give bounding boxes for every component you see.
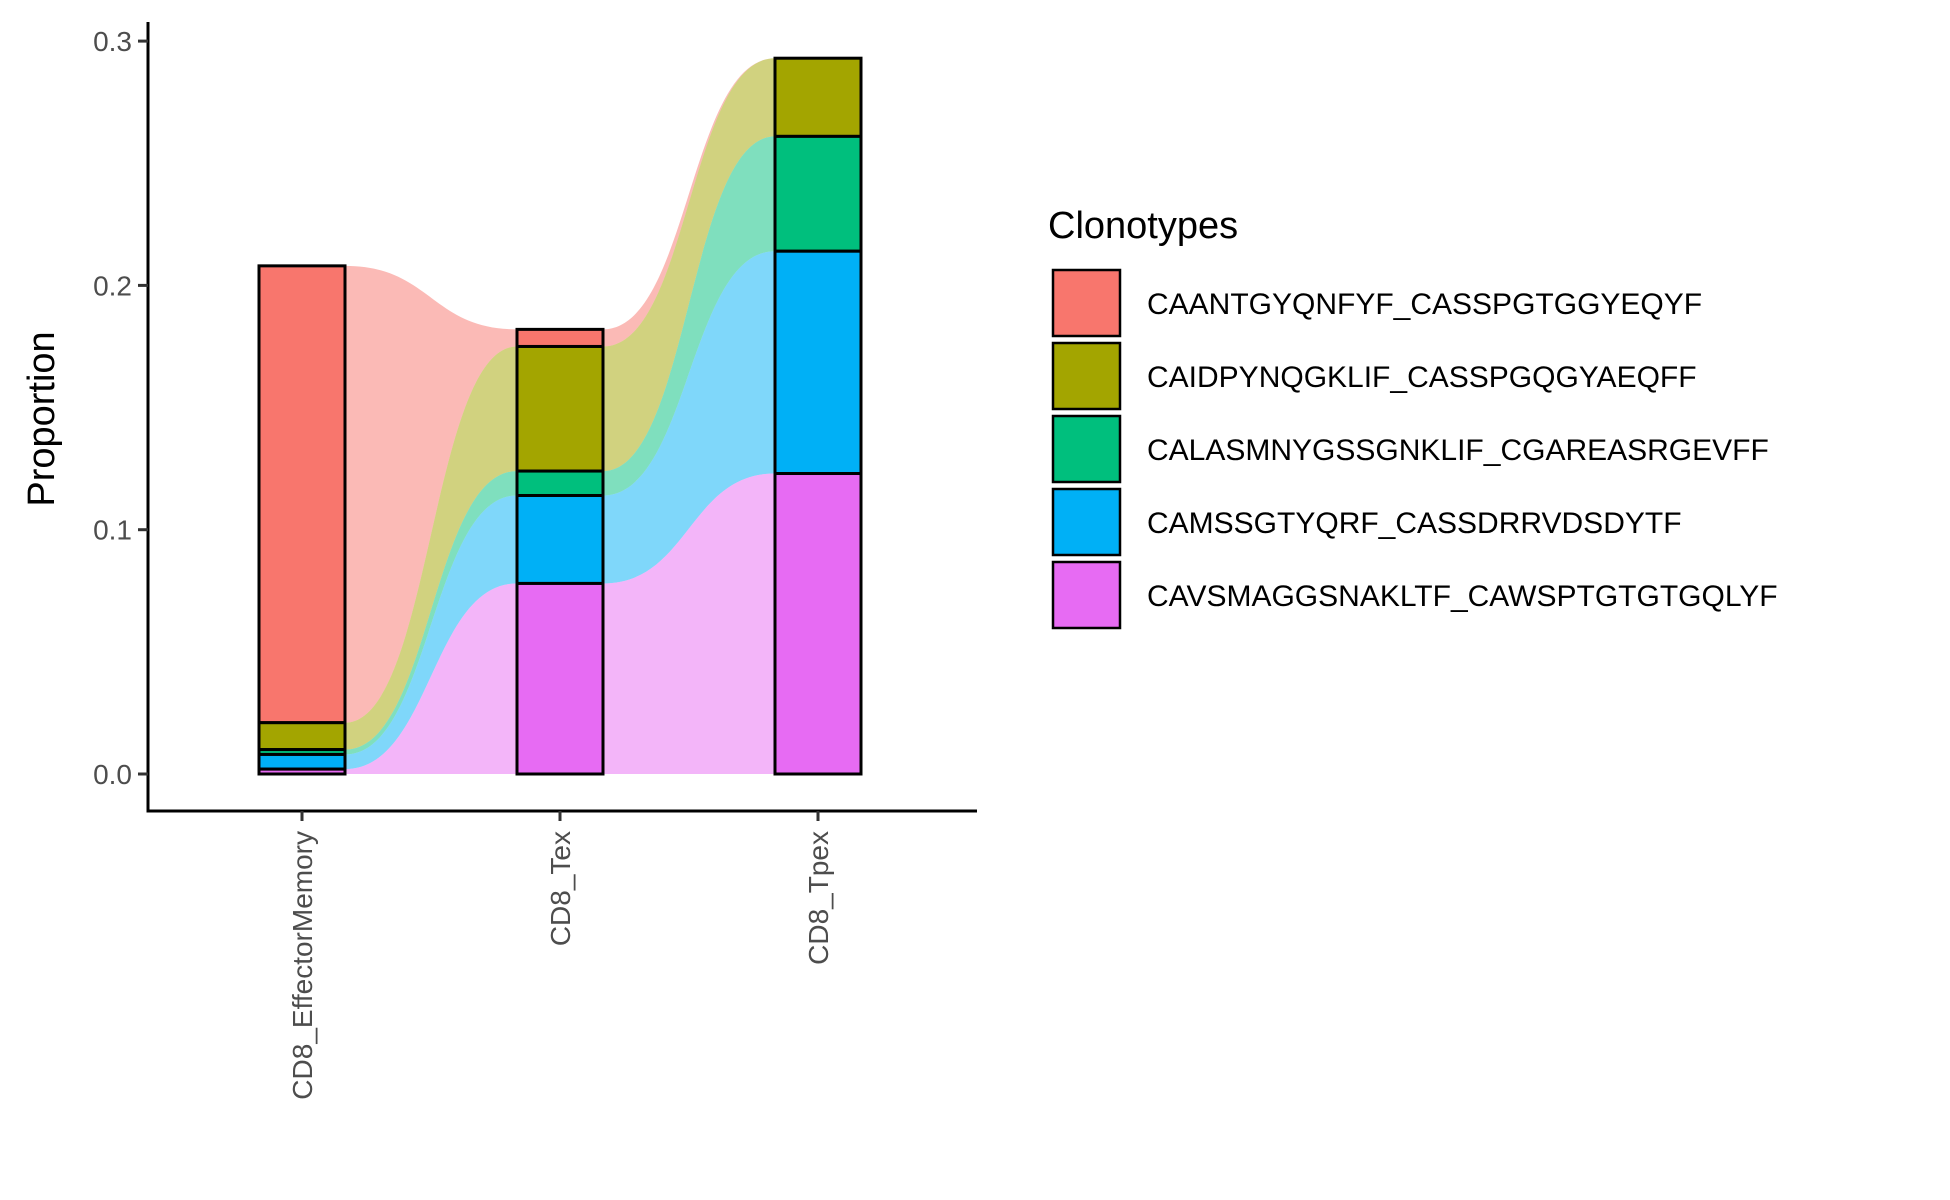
- flow-2-CD8_Tex-to-CD8_Tpex: [603, 58, 775, 472]
- bar-segment-CD8_Tex-2: [515, 344, 605, 473]
- bar-segment-CD8_Tpex-3: [773, 134, 863, 253]
- legend-swatch: [1051, 341, 1122, 411]
- y-ticks: 0.0 0.1 0.2 0.3: [93, 26, 148, 790]
- legend-title: Clonotypes: [1048, 205, 1238, 247]
- flow-4-CD8_Tex-to-CD8_Tpex: [603, 251, 775, 584]
- legend-swatch: [1051, 414, 1122, 484]
- y-tick-label: 0.1: [93, 515, 132, 546]
- legend-swatch: [1051, 560, 1122, 630]
- bar-segment-CD8_Tpex-2: [773, 56, 863, 138]
- legend-label: CAMSSGTYQRF_CASSDRRVDSDYTF: [1147, 507, 1682, 540]
- bar-segment-CD8_EffectorMemory-4: [257, 752, 347, 771]
- flow-5-CD8_EffectorMemory-to-CD8_Tex: [345, 583, 517, 774]
- x-tick-label: CD8_Tex: [545, 831, 576, 946]
- legend-swatch: [1051, 487, 1122, 557]
- legend-items: CAANTGYQNFYF_CASSPGTGGYEQYF CAIDPYNQGKLIF…: [1051, 268, 1778, 630]
- flow-3-CD8_EffectorMemory-to-CD8_Tex: [345, 471, 517, 755]
- x-ticks: CD8_EffectorMemory CD8_Tex CD8_Tpex: [287, 811, 834, 1100]
- bar-segment-CD8_EffectorMemory-2: [257, 721, 347, 752]
- legend-label: CAVSMAGGSNAKLTF_CAWSPTGTGTGQLYF: [1147, 580, 1778, 613]
- y-axis-title: Proportion: [21, 331, 63, 506]
- flow-4-CD8_EffectorMemory-to-CD8_Tex: [345, 495, 517, 770]
- bar-segment-CD8_Tex-1: [515, 327, 605, 348]
- y-tick-label: 0.0: [93, 759, 132, 790]
- flow-2-CD8_EffectorMemory-to-CD8_Tex: [345, 346, 517, 750]
- legend-swatch: [1051, 268, 1122, 338]
- y-tick-label: 0.3: [93, 26, 132, 57]
- legend-label: CAANTGYQNFYF_CASSPGTGGYEQYF: [1147, 288, 1702, 321]
- bar-segment-CD8_Tex-4: [515, 493, 605, 585]
- bar-segment-CD8_Tex-5: [515, 581, 605, 776]
- axes: [146, 22, 977, 813]
- legend: Clonotypes CAANTGYQNFYF_CASSPGTGGYEQYFCA…: [1048, 205, 1778, 630]
- alluvium-flows: [345, 58, 775, 774]
- flow-3-CD8_Tex-to-CD8_Tpex: [603, 136, 775, 496]
- stacked-bars: [257, 56, 863, 776]
- flow-5-CD8_Tex-to-CD8_Tpex: [603, 473, 775, 774]
- bar-segment-CD8_EffectorMemory-5: [257, 767, 347, 776]
- bar-segment-CD8_Tpex-5: [773, 472, 863, 776]
- legend-label: CAIDPYNQGKLIF_CASSPGQGYAEQFF: [1147, 361, 1697, 394]
- legend-label: CALASMNYGSSGNKLIF_CGAREASRGEVFF: [1147, 434, 1769, 467]
- bar-segment-CD8_EffectorMemory-1: [257, 264, 347, 725]
- x-tick-label: CD8_EffectorMemory: [287, 831, 318, 1100]
- bar-segment-CD8_Tex-3: [515, 469, 605, 497]
- bar-segment-CD8_Tpex-4: [773, 249, 863, 476]
- x-tick-label: CD8_Tpex: [803, 831, 834, 965]
- flow-1-CD8_EffectorMemory-to-CD8_Tex: [345, 265, 517, 723]
- y-tick-label: 0.2: [93, 270, 132, 301]
